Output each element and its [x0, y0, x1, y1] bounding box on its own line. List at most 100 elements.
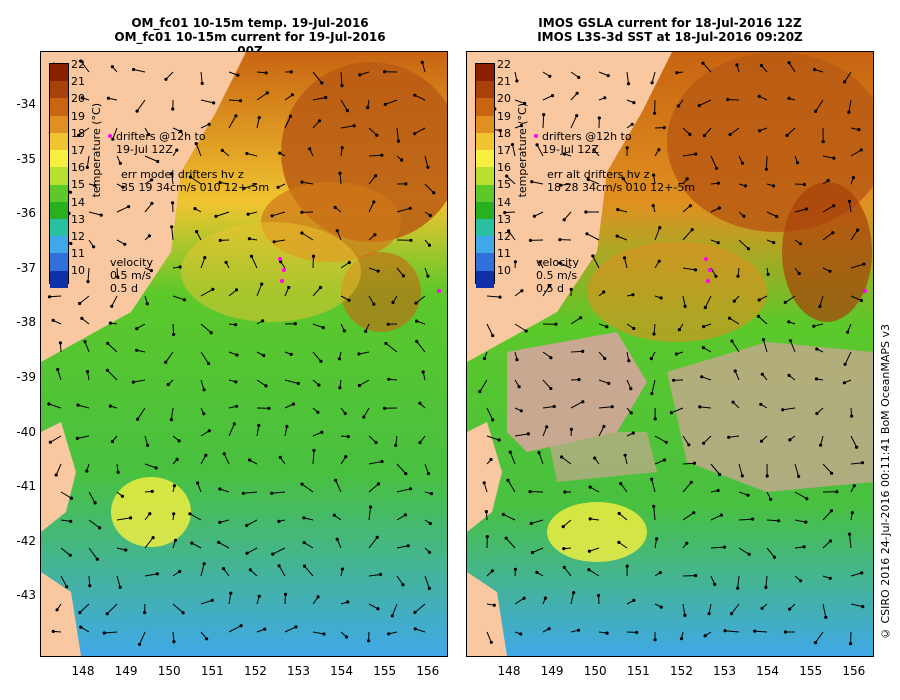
velocity-arrow-head: [846, 330, 850, 334]
velocity-arrow-head: [764, 585, 768, 590]
velocity-arrow-head: [383, 70, 387, 74]
velocity-arrow-head: [701, 346, 705, 350]
velocity-arrow-head: [283, 592, 288, 597]
velocity-arrow-head: [346, 435, 350, 439]
colorbar-tick-label: 21: [497, 75, 511, 89]
velocity-arrow-head: [164, 77, 168, 81]
velocity-arrow-head: [121, 185, 125, 189]
velocity-arrow-head: [249, 254, 254, 258]
velocity-arrow: [424, 155, 429, 168]
velocity-arrow-head: [850, 511, 854, 515]
velocity-arrow-head: [229, 591, 233, 595]
velocity-arrow-head: [581, 349, 585, 353]
velocity-arrow-head: [214, 214, 218, 218]
velocity-arrow-head: [781, 408, 785, 412]
velocity-arrow: [256, 425, 260, 437]
velocity-arrow: [710, 546, 725, 549]
velocity-arrow-head: [716, 241, 720, 245]
velocity-arrow: [704, 127, 712, 136]
velocity-arrow-head: [177, 439, 181, 443]
velocity-arrow: [531, 181, 544, 185]
velocity-arrow-head: [245, 523, 249, 528]
velocity-arrow-head: [726, 97, 730, 102]
colorbar-tick-label: 22: [497, 58, 511, 71]
velocity-arrow-head: [828, 576, 832, 580]
velocity-arrow-head: [569, 287, 573, 291]
latitude-tick-label: -41: [16, 479, 36, 494]
velocity-arrow-head: [135, 327, 139, 331]
velocity-arrow-head: [426, 471, 430, 476]
velocity-arrow-head: [787, 320, 791, 324]
velocity-arrow-head: [630, 122, 634, 126]
velocity-arrow-head: [234, 323, 238, 327]
velocity-arrow: [274, 239, 286, 243]
velocity-arrow: [368, 603, 379, 610]
velocity-arrow-head: [300, 231, 304, 235]
velocity-arrow-head: [80, 316, 84, 320]
velocity-arrow: [414, 127, 426, 135]
velocity-arrow-head: [316, 410, 320, 414]
velocity-arrow-head: [179, 129, 183, 133]
velocity-arrow-head: [606, 74, 610, 78]
velocity-arrow: [200, 599, 213, 605]
velocity-arrow-head: [413, 93, 417, 97]
colorbar-cell: [476, 115, 494, 133]
velocity-arrow: [368, 267, 379, 272]
velocity-arrow-head: [632, 598, 636, 603]
left-map-panel: 22 21 20 19 18 17 16 15 14 13 12 11 10 temperature (…: [40, 51, 448, 657]
velocity-arrow-head: [622, 256, 627, 260]
velocity-arrow: [786, 127, 796, 136]
velocity-arrow: [563, 211, 572, 221]
velocity-arrow-head: [559, 183, 563, 187]
velocity-arrow-head: [591, 254, 595, 258]
velocity-arrow-head: [562, 218, 566, 222]
velocity-arrow: [312, 287, 321, 297]
velocity-arrow-head: [575, 91, 579, 95]
velocity-arrow: [278, 565, 286, 577]
velocity-arrow-head: [338, 171, 342, 175]
velocity-arrow: [701, 376, 712, 381]
velocity-arrow-head: [288, 114, 293, 118]
velocity-arrow-head: [812, 324, 816, 328]
velocity-arrow-head: [387, 377, 391, 381]
velocity-arrow-head: [218, 487, 222, 491]
velocity-arrow: [301, 483, 314, 493]
velocity-arrow-head: [221, 567, 226, 571]
velocity-arrow: [794, 208, 807, 213]
velocity-arrow: [172, 295, 185, 301]
velocity-arrow: [654, 227, 661, 241]
velocity-arrow: [107, 369, 118, 381]
velocity-arrow-head: [178, 265, 182, 269]
velocity-arrow: [112, 127, 118, 140]
velocity-arrow-head: [426, 274, 430, 278]
velocity-arrow-head: [358, 73, 362, 77]
velocity-arrow-head: [690, 228, 694, 232]
velocity-arrow-head: [804, 520, 808, 524]
velocity-arrow-head: [548, 283, 552, 288]
velocity-arrow-head: [764, 167, 768, 171]
velocity-arrow-head: [607, 381, 611, 385]
velocity-arrow: [189, 513, 202, 521]
velocity-arrow: [598, 379, 609, 384]
velocity-arrow-head: [733, 369, 737, 373]
error-legend-line-2: 18 28 34cm/s 010 12+-5m: [547, 181, 696, 194]
velocity-arrow-head: [659, 296, 663, 300]
velocity-arrow-head: [171, 107, 175, 111]
velocity-arrow-head: [761, 338, 765, 342]
velocity-arrow-head: [743, 184, 748, 188]
velocity-arrow-head: [120, 494, 124, 498]
colorbar-tick-label: 22: [71, 58, 85, 71]
velocity-arrow-head: [172, 512, 176, 516]
velocity-arrow-head: [513, 567, 517, 571]
velocity-arrow-head: [843, 362, 847, 366]
velocity-arrow-head: [302, 541, 306, 545]
velocity-arrow: [704, 295, 712, 308]
colorbar-tick-label: 11: [497, 247, 511, 261]
velocity-arrow: [598, 71, 609, 77]
velocity-arrow-head: [772, 555, 777, 559]
velocity-arrow-head: [584, 210, 588, 214]
velocity-arrow: [170, 407, 174, 420]
velocity-arrow-head: [202, 562, 206, 566]
colorbar-tick-label: 12: [497, 230, 511, 243]
velocity-arrow: [848, 99, 852, 113]
